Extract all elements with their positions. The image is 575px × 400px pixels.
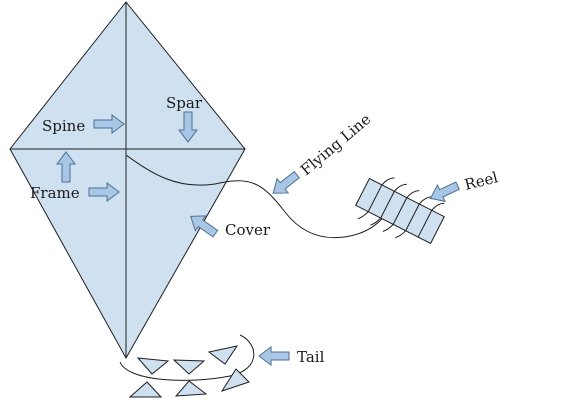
flying-line-label: Flying Line — [297, 110, 374, 179]
flying-line-string — [125, 154, 387, 239]
spine-label: Spine — [42, 117, 85, 135]
kite-cover — [9, 1, 246, 360]
spar-label: Spar — [166, 94, 203, 112]
reel-arrow-icon — [426, 177, 462, 207]
flying-line-arrow-icon — [267, 167, 303, 201]
reel-label: Reel — [463, 168, 500, 194]
tail-arrow-icon — [258, 346, 290, 366]
tail-bows — [128, 345, 250, 398]
tail-string — [119, 334, 255, 381]
cover-label: Cover — [225, 221, 271, 239]
tail-label: Tail — [297, 348, 325, 366]
reel-icon — [355, 177, 445, 245]
frame-label: Frame — [30, 184, 80, 202]
